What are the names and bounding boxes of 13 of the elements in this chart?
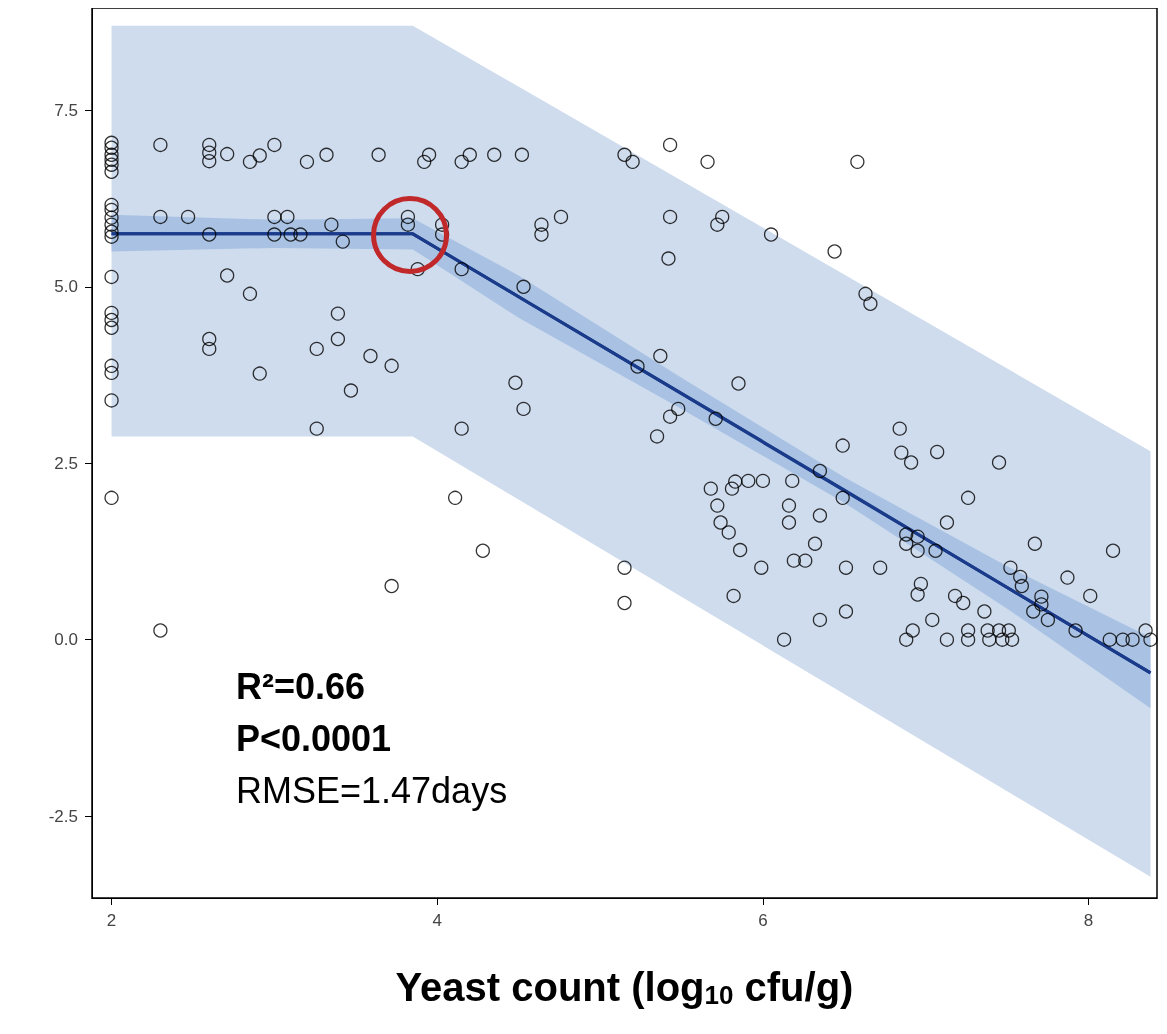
y-tick-label: -2.5 [48, 806, 78, 826]
annotation: RMSE=1.47days [236, 769, 508, 811]
y-tick-label: 0.0 [54, 630, 78, 650]
annotation: P<0.0001 [236, 717, 392, 759]
x-tick-label: 2 [106, 911, 117, 930]
y-tick-label: 5.0 [54, 277, 78, 297]
y-tick-label: 2.5 [54, 453, 78, 473]
y-tick-label: 7.5 [54, 100, 78, 120]
x-axis-title: Yeast count (log10 cfu/g) [395, 965, 854, 1010]
annotation: R²=0.66 [236, 665, 366, 707]
x-tick-label: 6 [758, 911, 768, 930]
x-tick-label: 8 [1083, 911, 1094, 930]
x-tick-label: 4 [432, 911, 442, 930]
